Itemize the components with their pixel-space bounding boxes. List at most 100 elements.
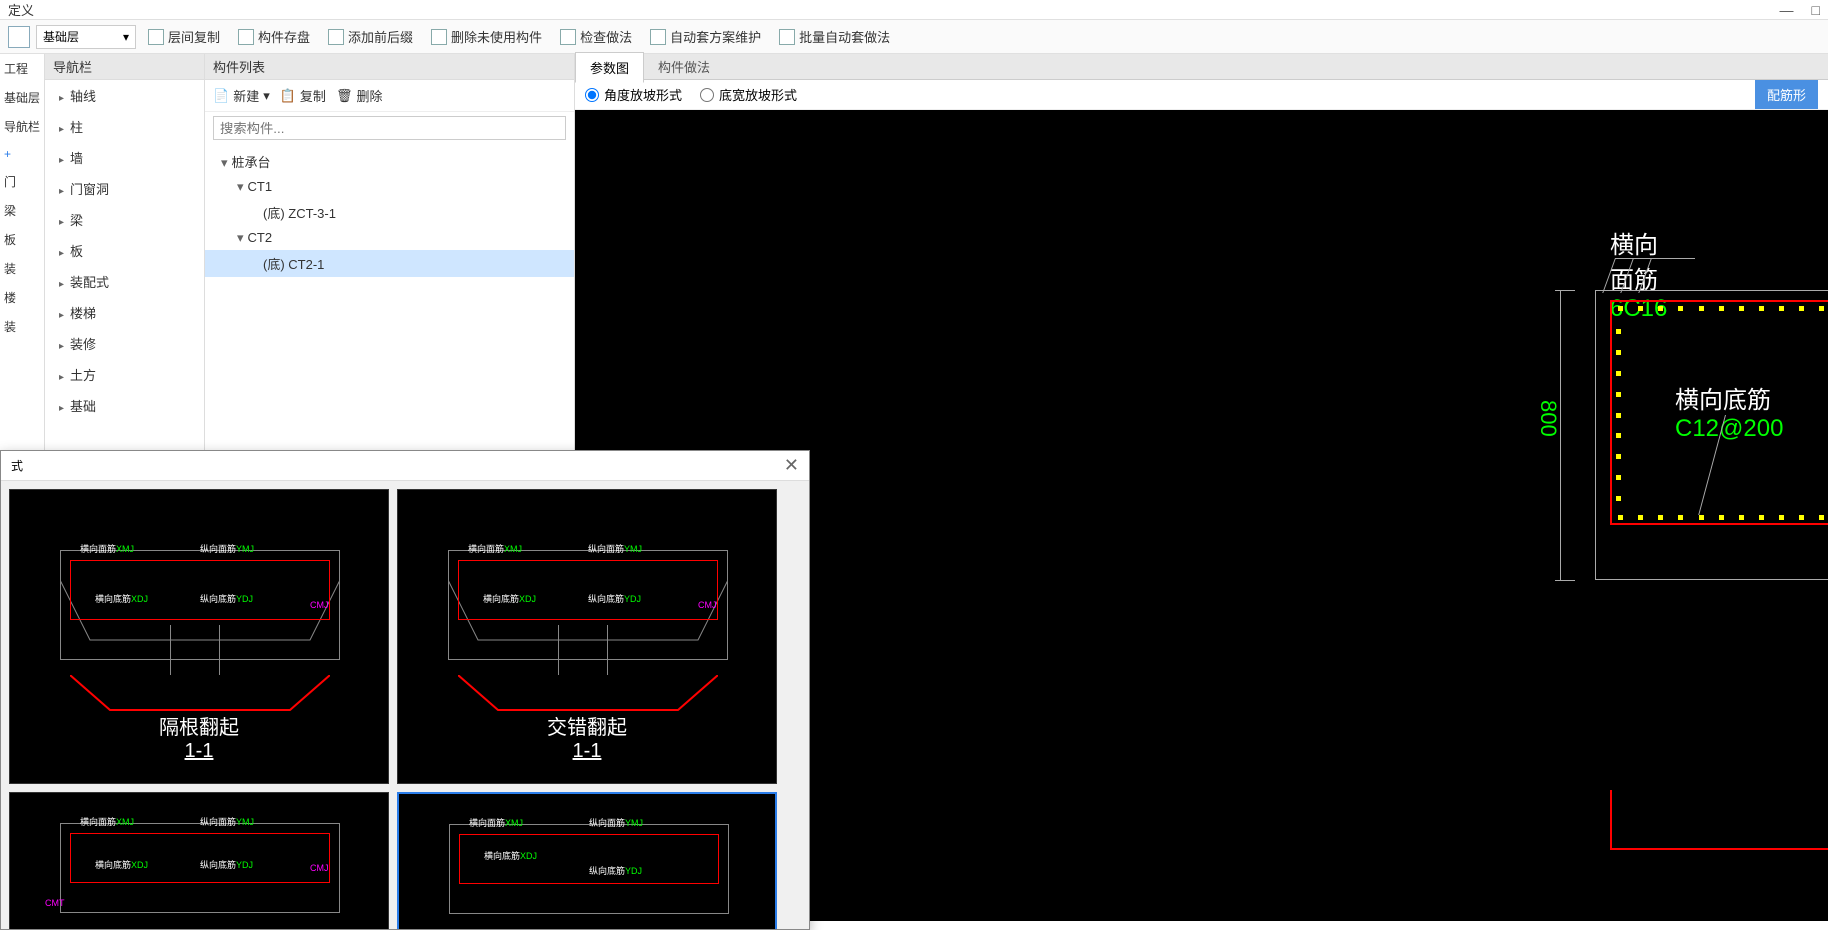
window-title: 定义 — [8, 0, 34, 19]
auto-scheme-button[interactable]: 自动套方案维护 — [644, 24, 767, 49]
add-prefix-button[interactable]: 添加前后缀 — [322, 24, 419, 49]
delete-unused-button[interactable]: 删除未使用构件 — [425, 24, 548, 49]
new-button[interactable]: 📄新建 ▾ — [213, 86, 270, 105]
tree-node[interactable]: ▾ 桩承台 — [205, 148, 574, 175]
nav-item-door[interactable]: 门窗洞 — [45, 173, 204, 204]
nav-item-axis[interactable]: 轴线 — [45, 80, 204, 111]
btn-label: 删除未使用构件 — [451, 27, 542, 46]
tree-label: (底) CT2-1 — [263, 257, 324, 272]
nav-item-wall[interactable]: 墙 — [45, 142, 204, 173]
tabs: 参数图 构件做法 — [575, 54, 1828, 80]
strip-item[interactable]: 楼 — [0, 283, 44, 312]
nav-header: 导航栏 — [45, 54, 204, 80]
gear-icon — [650, 29, 666, 45]
app-icon — [8, 26, 30, 48]
thumb-option[interactable]: 横向面筋XMJ 纵向面筋YMJ 横向底筋XDJ 纵向底筋YDJ CMJ 隔根翻起… — [9, 489, 389, 784]
check-icon — [560, 29, 576, 45]
check-method-button[interactable]: 检查做法 — [554, 24, 638, 49]
nav-item-slab[interactable]: 板 — [45, 235, 204, 266]
dim-h: 800 — [1535, 400, 1561, 437]
shape-picker-dialog: 式 ✕ 横向面筋XMJ 纵向面筋YMJ 横向底筋XDJ 纵向底筋YDJ CMJ … — [0, 450, 810, 930]
thumb-sub: 1-1 — [547, 740, 627, 763]
prefix-icon — [328, 29, 344, 45]
dim-tick — [1555, 580, 1575, 581]
tree-label: 桩承台 — [232, 155, 271, 170]
delete-icon — [431, 29, 447, 45]
layer-select[interactable]: 基础层 ▾ — [36, 25, 136, 49]
complist-header: 构件列表 — [205, 54, 574, 80]
save-component-button[interactable]: 构件存盘 — [232, 24, 316, 49]
radio-label: 底宽放坡形式 — [719, 85, 797, 104]
nav-item-foundation[interactable]: 基础 — [45, 390, 204, 421]
strip-item[interactable]: 装 — [0, 254, 44, 283]
btn-label: 构件存盘 — [258, 27, 310, 46]
btn-label: 添加前后缀 — [348, 27, 413, 46]
copy-button[interactable]: 📋复制 — [280, 86, 326, 105]
radio-width[interactable]: 底宽放坡形式 — [700, 85, 797, 104]
thumb-name: 交错翻起 — [547, 711, 627, 740]
copy-layers-button[interactable]: 层间复制 — [142, 24, 226, 49]
tab-params[interactable]: 参数图 — [575, 52, 644, 83]
radio-angle[interactable]: 角度放坡形式 — [585, 85, 682, 104]
btn-label: 检查做法 — [580, 27, 632, 46]
radio-input[interactable] — [700, 88, 714, 102]
label-hx-bot: 横向底筋 C12@200 — [1675, 380, 1783, 443]
nav-item-stair[interactable]: 楼梯 — [45, 297, 204, 328]
minimize-icon[interactable]: — — [1780, 2, 1794, 18]
btn-label: 自动套方案维护 — [670, 27, 761, 46]
strip-item[interactable]: 装 — [0, 312, 44, 341]
thumb-option[interactable]: 横向面筋XMJ 纵向面筋YMJ 横向底筋XDJ 纵向底筋YDJ CMJ 交错翻起… — [397, 489, 777, 784]
caret-icon: ▾ — [237, 230, 244, 245]
delete-button[interactable]: 🗑删除 — [336, 86, 383, 105]
btn-label: 批量自动套做法 — [799, 27, 890, 46]
tree-label: CT1 — [248, 179, 273, 194]
component-tree: ▾ 桩承台 ▾ CT1 (底) ZCT-3-1 ▾ CT2 (底) CT2-1 — [205, 144, 574, 281]
layer-select-label: 基础层 — [43, 28, 79, 45]
btn-label: 复制 — [300, 86, 326, 105]
thumb-name: 隔根翻起 — [159, 711, 239, 740]
thumb-grid: 横向面筋XMJ 纵向面筋YMJ 横向底筋XDJ 纵向底筋YDJ CMJ 隔根翻起… — [1, 481, 809, 929]
rebar-shape-button[interactable]: 配筋形 — [1755, 80, 1818, 109]
strip-item[interactable]: 工程 — [0, 54, 44, 83]
nav-item-earth[interactable]: 土方 — [45, 359, 204, 390]
nav-item-finish[interactable]: 装修 — [45, 328, 204, 359]
search-input[interactable] — [213, 116, 566, 140]
close-icon[interactable]: ✕ — [784, 455, 799, 476]
strip-item[interactable]: 基础层 — [0, 83, 44, 112]
thumb-option[interactable]: 横向面筋XMJ 纵向面筋YMJ 横向底筋XDJ 纵向底筋YDJ CMT CMJ — [9, 792, 389, 929]
tree-node[interactable]: ▾ CT2 — [205, 226, 574, 250]
dialog-title: 式 — [11, 457, 23, 474]
save-icon — [238, 29, 254, 45]
maximize-icon[interactable]: □ — [1812, 2, 1820, 18]
dim-tick — [1555, 290, 1575, 291]
red-bottom-box — [1610, 790, 1828, 850]
thumb-sub: 1-1 — [159, 740, 239, 763]
leader-line — [1615, 258, 1695, 259]
strip-item[interactable]: 门 — [0, 167, 44, 196]
caret-icon: ▾ — [237, 179, 244, 194]
strip-item[interactable]: 板 — [0, 225, 44, 254]
toolbar: 基础层 ▾ 层间复制 构件存盘 添加前后缀 删除未使用构件 检查做法 自动套方案… — [0, 20, 1828, 54]
radio-input[interactable] — [585, 88, 599, 102]
caret-icon: ▾ — [221, 155, 228, 170]
btn-label: 层间复制 — [168, 27, 220, 46]
tree-node-selected[interactable]: (底) CT2-1 — [205, 250, 574, 277]
btn-label: 新建 — [233, 86, 259, 105]
batch-auto-button[interactable]: 批量自动套做法 — [773, 24, 896, 49]
tab-method[interactable]: 构件做法 — [644, 52, 724, 81]
nav-item-beam[interactable]: 梁 — [45, 204, 204, 235]
nav-item-column[interactable]: 柱 — [45, 111, 204, 142]
btn-label: 删除 — [356, 86, 382, 105]
strip-item[interactable]: 梁 — [0, 196, 44, 225]
tree-node[interactable]: ▾ CT1 — [205, 175, 574, 199]
nav-item-prefab[interactable]: 装配式 — [45, 266, 204, 297]
chevron-down-icon: ▾ — [123, 30, 129, 44]
tree-node[interactable]: (底) ZCT-3-1 — [205, 199, 574, 226]
copy-icon — [148, 29, 164, 45]
tree-label: (底) ZCT-3-1 — [263, 206, 336, 221]
radio-label: 角度放坡形式 — [604, 85, 682, 104]
strip-item[interactable]: 导航栏 — [0, 112, 44, 141]
batch-icon — [779, 29, 795, 45]
thumb-option-selected[interactable]: 横向面筋XMJ 纵向面筋YMJ 横向底筋XDJ 纵向底筋YDJ — [397, 792, 777, 929]
tree-label: CT2 — [248, 230, 273, 245]
